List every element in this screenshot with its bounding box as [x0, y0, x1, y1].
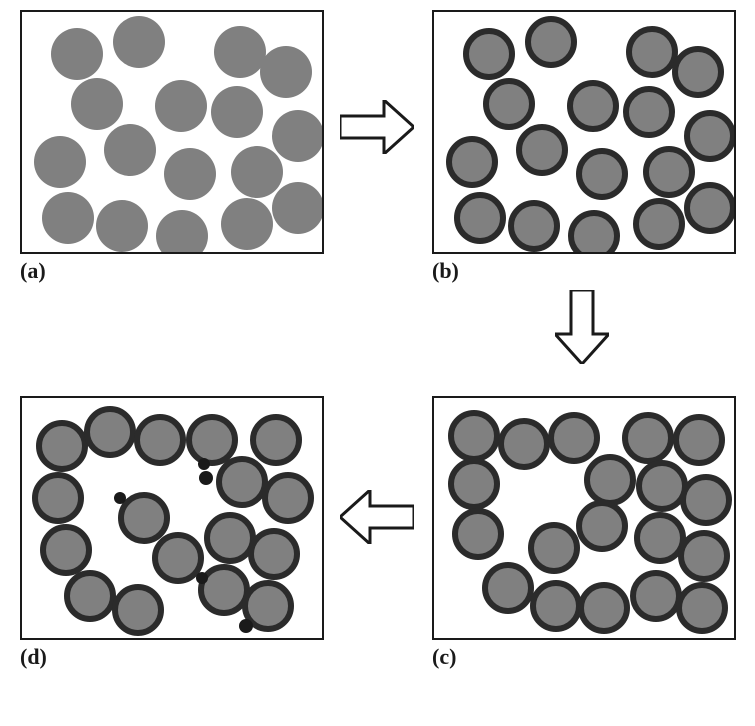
particle-circle: [446, 136, 498, 188]
small-dot: [196, 572, 208, 584]
particle-circle: [272, 110, 324, 162]
particle-circle: [684, 110, 736, 162]
particle-circle: [231, 146, 283, 198]
particle-circle: [250, 414, 302, 466]
particle-circle: [84, 406, 136, 458]
arrow-bc: [555, 290, 609, 364]
particle-circle: [113, 16, 165, 68]
particle-circle: [164, 148, 216, 200]
arrow-ab: [340, 100, 414, 154]
particle-circle: [211, 86, 263, 138]
particle-circle: [134, 414, 186, 466]
small-dot: [198, 458, 210, 470]
particle-circle: [64, 570, 116, 622]
particle-circle: [672, 46, 724, 98]
particle-circle: [684, 182, 736, 234]
particle-circle: [96, 200, 148, 252]
panel-c: [432, 396, 736, 640]
panel-b: [432, 10, 736, 254]
particle-circle: [214, 26, 266, 78]
diagram-stage: (a) (b) (c) (d): [0, 0, 755, 726]
particle-circle: [530, 580, 582, 632]
particle-circle: [448, 410, 500, 462]
particle-circle: [272, 182, 324, 234]
particle-circle: [32, 472, 84, 524]
particle-circle: [36, 420, 88, 472]
particle-circle: [643, 146, 695, 198]
particle-circle: [633, 198, 685, 250]
particle-circle: [673, 414, 725, 466]
particle-circle: [156, 210, 208, 254]
particle-circle: [40, 524, 92, 576]
particle-circle: [34, 136, 86, 188]
particle-circle: [622, 412, 674, 464]
panel-label-a: (a): [20, 258, 46, 284]
particle-circle: [448, 458, 500, 510]
particle-circle: [260, 46, 312, 98]
particle-circle: [584, 454, 636, 506]
particle-circle: [112, 584, 164, 636]
particle-circle: [678, 530, 730, 582]
particle-circle: [104, 124, 156, 176]
particle-circle: [498, 418, 550, 470]
particle-circle: [155, 80, 207, 132]
particle-circle: [216, 456, 268, 508]
particle-circle: [508, 200, 560, 252]
particle-circle: [221, 198, 273, 250]
particle-circle: [567, 80, 619, 132]
small-dot: [114, 492, 126, 504]
panel-d: [20, 396, 324, 640]
particle-circle: [483, 78, 535, 130]
particle-circle: [454, 192, 506, 244]
panel-label-b: (b): [432, 258, 459, 284]
arrow-cd: [340, 490, 414, 544]
particle-circle: [248, 528, 300, 580]
particle-circle: [482, 562, 534, 614]
particle-circle: [528, 522, 580, 574]
particle-circle: [630, 570, 682, 622]
particle-circle: [548, 412, 600, 464]
particle-circle: [578, 582, 630, 634]
particle-circle: [42, 192, 94, 244]
panel-label-c: (c): [432, 644, 456, 670]
particle-circle: [452, 508, 504, 560]
particle-circle: [623, 86, 675, 138]
particle-circle: [568, 210, 620, 254]
panel-label-d: (d): [20, 644, 47, 670]
particle-circle: [262, 472, 314, 524]
particle-circle: [626, 26, 678, 78]
particle-circle: [576, 500, 628, 552]
panel-a: [20, 10, 324, 254]
particle-circle: [676, 582, 728, 634]
small-dot: [239, 619, 253, 633]
particle-circle: [71, 78, 123, 130]
particle-circle: [525, 16, 577, 68]
particle-circle: [680, 474, 732, 526]
particle-circle: [51, 28, 103, 80]
small-dot: [199, 471, 213, 485]
particle-circle: [516, 124, 568, 176]
particle-circle: [576, 148, 628, 200]
particle-circle: [463, 28, 515, 80]
